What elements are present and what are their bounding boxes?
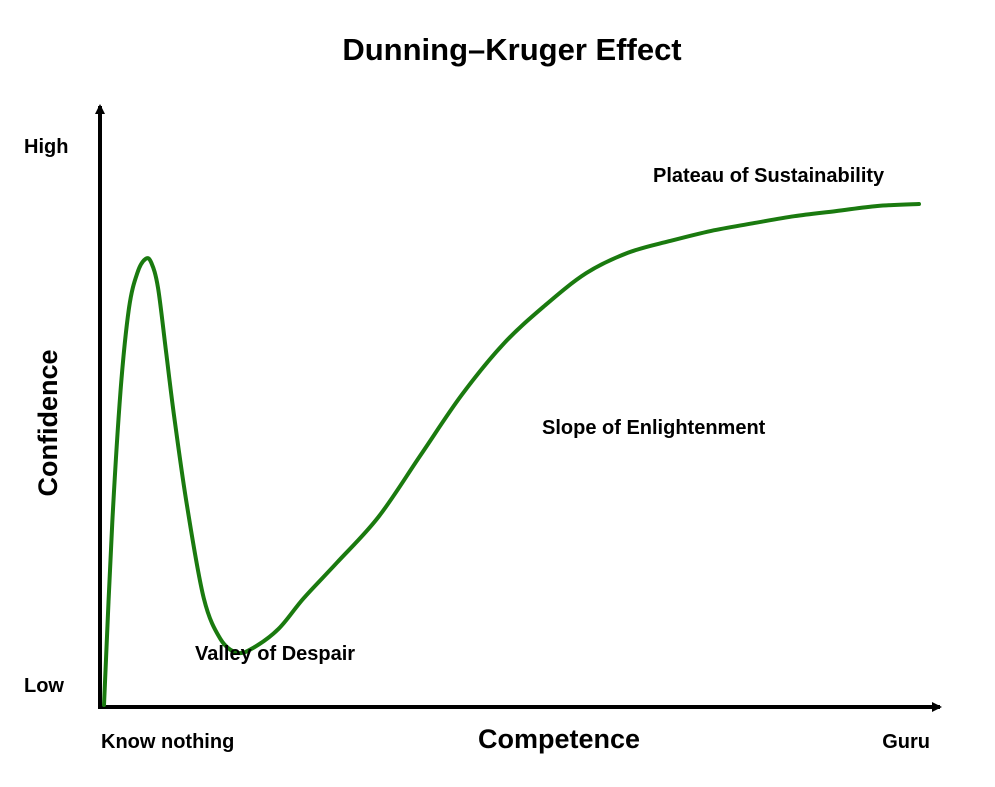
annotation-plateau-of-sustainability: Plateau of Sustainability bbox=[653, 165, 885, 187]
x-axis-title: Competence bbox=[478, 724, 640, 754]
y-axis-title: Confidence bbox=[33, 349, 63, 496]
chart-title: Dunning–Kruger Effect bbox=[342, 32, 681, 67]
series-line-confidence bbox=[102, 202, 921, 707]
annotation-valley-of-despair: Valley of Despair bbox=[195, 643, 355, 665]
y-tick-label-high: High bbox=[24, 136, 68, 158]
annotation-slope-of-enlightenment: Slope of Enlightenment bbox=[542, 417, 766, 439]
x-tick-label-know-nothing: Know nothing bbox=[101, 731, 234, 753]
y-tick-label-low: Low bbox=[24, 675, 64, 697]
x-tick-label-guru: Guru bbox=[882, 731, 930, 753]
